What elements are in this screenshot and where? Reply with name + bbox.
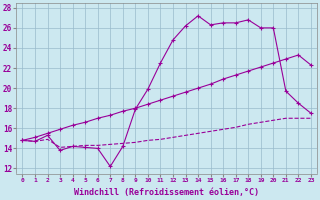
X-axis label: Windchill (Refroidissement éolien,°C): Windchill (Refroidissement éolien,°C) [74, 188, 259, 197]
